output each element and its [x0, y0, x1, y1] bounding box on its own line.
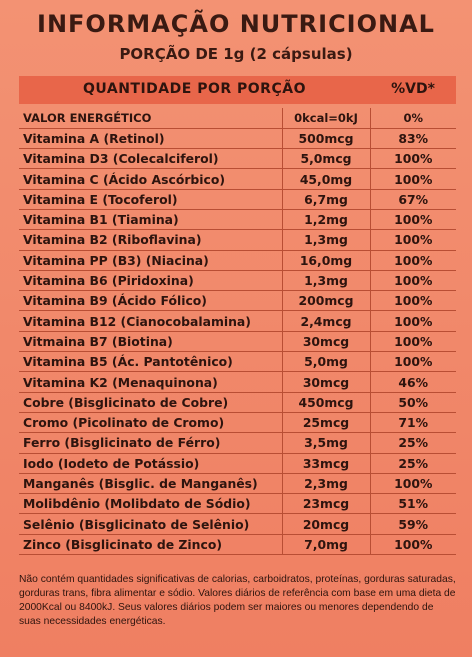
label-title: INFORMAÇÃO NUTRICIONAL	[37, 10, 435, 38]
table-row: Vitamina B5 (Ác. Pantotênico) 5,0mg 100%	[19, 351, 456, 373]
nutrient-amount: 33mcg	[282, 453, 371, 474]
nutrient-name: Iodo (Iodeto de Potássio)	[19, 453, 283, 474]
table-header: QUANTIDADE POR PORÇÃO %VD*	[19, 76, 456, 104]
nutrient-vd: 100%	[370, 270, 456, 292]
nutrient-amount: 0kcal=0kJ	[282, 108, 371, 129]
nutrient-vd: 100%	[370, 310, 456, 332]
nutrient-amount: 2,4mcg	[282, 310, 371, 332]
nutrient-vd: 100%	[370, 351, 456, 373]
table-row: Zinco (Bisglicinato de Zinco) 7,0mg 100%	[19, 534, 456, 556]
table-row: Vitamina D3 (Colecalciferol) 5,0mcg 100%	[19, 148, 456, 170]
nutrient-amount: 1,3mg	[282, 270, 371, 292]
nutrient-name: Cromo (Picolinato de Cromo)	[19, 412, 283, 434]
nutrient-amount: 7,0mg	[282, 534, 371, 556]
nutrient-amount: 30mcg	[282, 331, 371, 353]
nutrient-vd: 100%	[370, 229, 456, 251]
nutrient-vd: 46%	[370, 371, 456, 393]
nutrient-name: Vitamina B5 (Ác. Pantotênico)	[19, 351, 283, 373]
nutrient-name: Vitamina B9 (Ácido Fólico)	[19, 290, 283, 312]
nutrient-amount: 30mcg	[282, 371, 371, 393]
table-row: Vitamina K2 (Menaquinona) 30mcg 46%	[19, 371, 456, 393]
nutrient-amount: 5,0mg	[282, 351, 371, 373]
nutrient-amount: 2,3mg	[282, 473, 371, 495]
table-row: Manganês (Bisglic. de Manganês) 2,3mg 100%	[19, 473, 456, 495]
nutrient-amount: 5,0mcg	[282, 148, 371, 170]
nutrient-name: Zinco (Bisglicinato de Zinco)	[19, 534, 283, 556]
nutrient-name: Vitamina C (Ácido Ascórbico)	[19, 168, 283, 190]
table-row: Ferro (Bisglicinato de Férro) 3,5mg 25%	[19, 432, 456, 454]
nutrient-amount: 23mcg	[282, 493, 371, 515]
nutrient-amount: 1,3mg	[282, 229, 371, 251]
nutrient-vd: 25%	[370, 432, 456, 454]
table-row: Vitamina B2 (Riboflavina) 1,3mg 100%	[19, 229, 456, 251]
table-row: Cobre (Bisglicinato de Cobre) 450mcg 50%	[19, 392, 456, 413]
table-row: Vitamina B12 (Cianocobalamina) 2,4mcg 100%	[19, 310, 456, 332]
nutrient-name: Vitamina A (Retinol)	[19, 128, 283, 150]
nutrient-vd: 100%	[370, 290, 456, 312]
table-row: Vitamina C (Ácido Ascórbico) 45,0mg 100%	[19, 168, 456, 190]
nutrient-name: Vitamina PP (B3) (Niacina)	[19, 250, 283, 271]
nutrient-name: VALOR ENERGÉTICO	[19, 108, 283, 129]
nutrient-name: Selênio (Bisglicinato de Selênio)	[19, 513, 283, 535]
nutrient-vd: 51%	[370, 493, 456, 515]
table-row: Cromo (Picolinato de Cromo) 25mcg 71%	[19, 412, 456, 434]
nutrient-amount: 45,0mg	[282, 168, 371, 190]
table-row: Vitamina B1 (Tiamina) 1,2mg 100%	[19, 209, 456, 231]
nutrient-name: Vitamina B12 (Cianocobalamina)	[19, 310, 283, 332]
table-row: Vitamina E (Tocoferol) 6,7mg 67%	[19, 189, 456, 210]
nutrient-amount: 3,5mg	[282, 432, 371, 454]
nutrient-name: Vitamina B2 (Riboflavina)	[19, 229, 283, 251]
header-vd: %VD*	[391, 81, 435, 97]
nutrient-name: Vitamina B6 (Piridoxina)	[19, 270, 283, 292]
nutrient-vd: 59%	[370, 513, 456, 535]
nutrient-vd: 100%	[370, 250, 456, 271]
nutrient-vd: 25%	[370, 453, 456, 474]
nutrient-name: Vitamina B1 (Tiamina)	[19, 209, 283, 231]
nutrient-amount: 6,7mg	[282, 189, 371, 210]
nutrient-amount: 500mcg	[282, 128, 371, 150]
footer-note: Não contém quantidades significativas de…	[19, 574, 456, 627]
table-row: Vitamina B6 (Piridoxina) 1,3mg 100%	[19, 270, 456, 292]
nutrient-vd: 100%	[370, 473, 456, 495]
nutrient-amount: 20mcg	[282, 513, 371, 535]
nutrient-vd: 100%	[370, 148, 456, 170]
table-row: Iodo (Iodeto de Potássio) 33mcg 25%	[19, 453, 456, 474]
nutrient-name: Vitmaina B7 (Biotina)	[19, 331, 283, 353]
table-row: VALOR ENERGÉTICO 0kcal=0kJ 0%	[19, 108, 456, 129]
nutrient-name: Vitamina E (Tocoferol)	[19, 189, 283, 210]
nutrient-name: Molibdênio (Molibdato de Sódio)	[19, 493, 283, 515]
nutrient-vd: 0%	[370, 108, 456, 129]
nutrient-amount: 1,2mg	[282, 209, 371, 231]
nutrient-amount: 200mcg	[282, 290, 371, 312]
table-row: Vitamina B9 (Ácido Fólico) 200mcg 100%	[19, 290, 456, 312]
table-row: Vitamina PP (B3) (Niacina) 16,0mg 100%	[19, 250, 456, 271]
nutrition-table: VALOR ENERGÉTICO 0kcal=0kJ 0% Vitamina A (R…	[19, 108, 456, 556]
nutrient-vd: 100%	[370, 534, 456, 556]
serving-size: PORÇÃO DE 1g (2 cápsulas)	[119, 45, 353, 63]
nutrient-amount: 450mcg	[282, 392, 371, 413]
nutrient-vd: 50%	[370, 392, 456, 413]
nutrient-amount: 16,0mg	[282, 250, 371, 271]
nutrient-vd: 71%	[370, 412, 456, 434]
nutrient-name: Vitamina K2 (Menaquinona)	[19, 371, 283, 393]
nutrient-vd: 100%	[370, 209, 456, 231]
nutrient-name: Cobre (Bisglicinato de Cobre)	[19, 392, 283, 413]
nutrient-amount: 25mcg	[282, 412, 371, 434]
nutrient-name: Manganês (Bisglic. de Manganês)	[19, 473, 283, 495]
nutrient-vd: 67%	[370, 189, 456, 210]
nutrient-name: Vitamina D3 (Colecalciferol)	[19, 148, 283, 170]
table-row: Selênio (Bisglicinato de Selênio) 20mcg 59…	[19, 513, 456, 535]
table-row: Vitamina A (Retinol) 500mcg 83%	[19, 128, 456, 150]
nutrient-vd: 100%	[370, 331, 456, 353]
nutrient-name: Ferro (Bisglicinato de Férro)	[19, 432, 283, 454]
header-quantity: QUANTIDADE POR PORÇÃO	[83, 81, 306, 97]
table-row: Vitmaina B7 (Biotina) 30mcg 100%	[19, 331, 456, 353]
nutrient-vd: 83%	[370, 128, 456, 150]
table-row: Molibdênio (Molibdato de Sódio) 23mcg 51%	[19, 493, 456, 515]
nutrient-vd: 100%	[370, 168, 456, 190]
